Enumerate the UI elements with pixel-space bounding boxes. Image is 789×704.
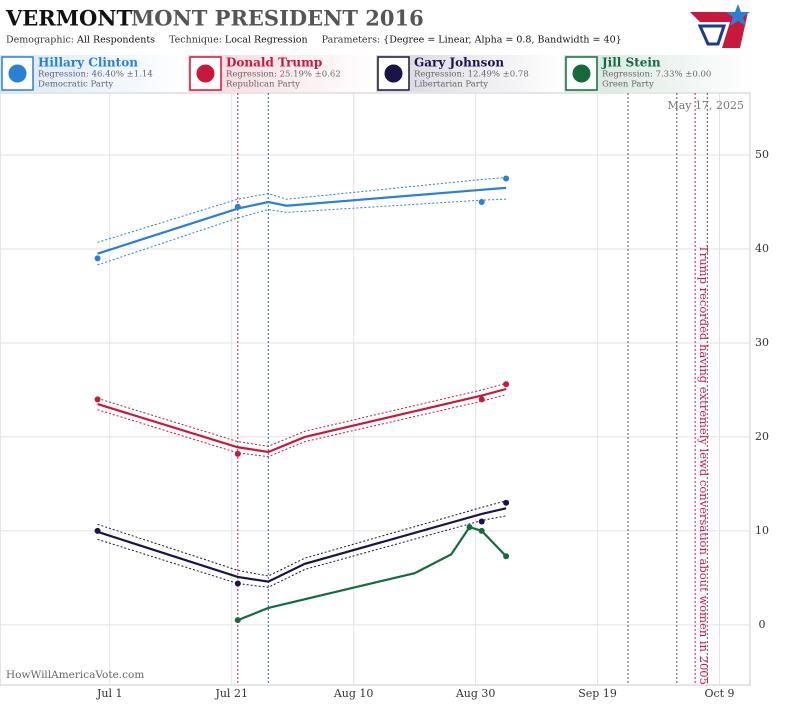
y-tick-label: 0: [759, 618, 766, 631]
trend-band: [97, 177, 507, 243]
legend-regression: Regression: 25.19% ±0.62: [226, 70, 341, 80]
param-label: Demographic:: [6, 35, 74, 46]
legend-icon-glyph: [384, 64, 403, 83]
legend-name: Jill Stein: [601, 56, 661, 70]
legend-party: Green Party: [602, 80, 654, 90]
logo: [690, 4, 750, 48]
poll-point: [478, 396, 485, 403]
trend-line: [97, 186, 507, 255]
poll-point: [234, 580, 241, 587]
trend-line: [237, 525, 507, 622]
date: May 17, 2025: [667, 99, 744, 112]
poll-point: [503, 499, 510, 506]
param-value: All Respondents: [76, 35, 155, 46]
poll-point: [503, 381, 510, 388]
poll-point: [503, 553, 510, 560]
poll-point: [94, 396, 101, 403]
poll-point: [234, 617, 241, 624]
trend-line: [97, 507, 507, 583]
x-tick-label: Aug 10: [333, 687, 374, 700]
legend-icon-glyph: [196, 64, 215, 83]
param-label: Parameters:: [322, 35, 381, 46]
y-tick-label: 50: [755, 148, 769, 161]
y-tick-label: 10: [755, 524, 769, 537]
x-tick-label: Oct 9: [704, 687, 734, 700]
poll-point: [503, 175, 510, 182]
poll-point: [234, 203, 241, 210]
poll-point: [94, 255, 101, 262]
param-value: {Degree = Linear, Alpha = 0.8, Bandwidth…: [383, 35, 622, 46]
x-tick-label: Sep 19: [578, 687, 617, 700]
legend-name: Gary Johnson: [414, 56, 504, 70]
param-label: Technique:: [169, 35, 222, 46]
legend-regression: Regression: 12.49% ±0.78: [414, 70, 529, 80]
y-tick-label: 30: [755, 336, 769, 349]
title: MONT PRESIDENT 2016: [131, 6, 424, 31]
trend-band: [97, 382, 507, 447]
poll-point: [94, 527, 101, 534]
poll-point: [234, 450, 241, 457]
x-tick-label: Jul 21: [214, 687, 248, 700]
legend-regression: Regression: 7.33% ±0.00: [602, 70, 711, 80]
legend-regression: Regression: 46.40% ±1.14: [38, 70, 153, 80]
legend-name: Hillary Clinton: [38, 56, 138, 70]
legend-icon-glyph: [572, 64, 591, 83]
plot-frame: [0, 92, 751, 686]
trend-line: [97, 387, 507, 454]
legend-icon-glyph: [8, 64, 27, 83]
y-tick-label: 40: [755, 242, 769, 255]
legend-name: Donald Trump: [226, 56, 322, 70]
poll-point: [466, 524, 473, 531]
legend-party: Libertarian Party: [414, 80, 488, 90]
x-tick-label: Aug 30: [455, 687, 496, 700]
source: HowWillAmericaVote.com: [6, 669, 144, 681]
trend-band: [97, 394, 507, 458]
poll-point: [478, 527, 485, 534]
x-tick-label: Jul 1: [96, 687, 123, 700]
poll-point: [478, 199, 485, 206]
trend-band: [97, 198, 507, 266]
legend-party: Republican Party: [226, 80, 300, 90]
poll-point: [478, 518, 485, 525]
legend-party: Democratic Party: [38, 80, 113, 90]
event-label: Trump recorded having extremely lewd con…: [697, 245, 711, 685]
param-value: Local Regression: [225, 35, 308, 46]
state: VERMONT: [5, 6, 132, 31]
y-tick-label: 20: [755, 430, 769, 443]
